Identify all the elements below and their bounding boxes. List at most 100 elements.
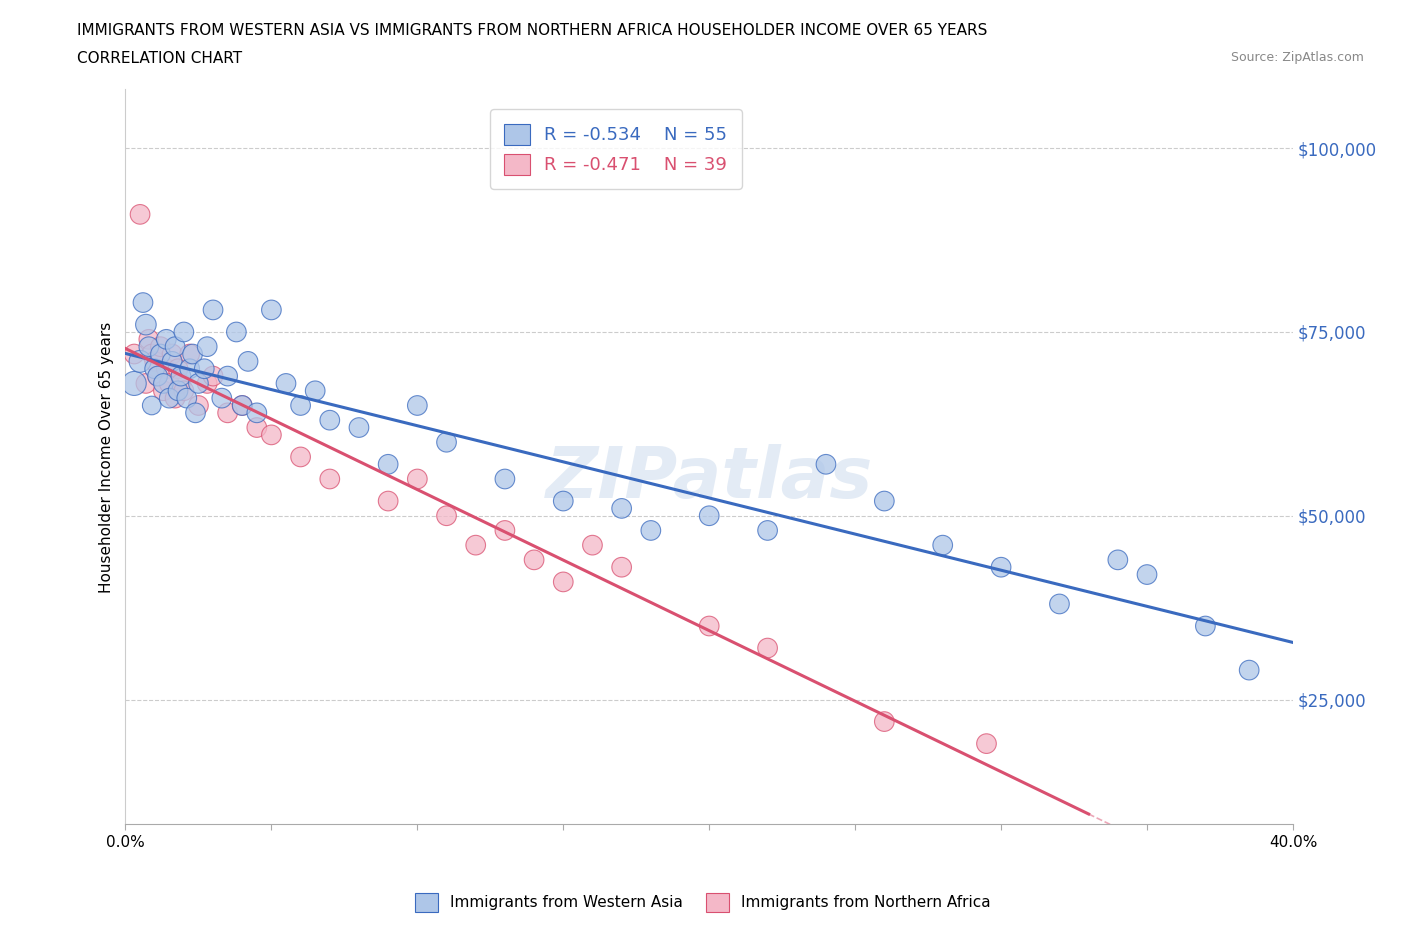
Point	[931, 538, 953, 552]
Point	[756, 523, 779, 538]
Point	[141, 398, 163, 413]
Point	[814, 457, 837, 472]
Point	[173, 325, 195, 339]
Point	[377, 494, 399, 509]
Point	[1237, 663, 1260, 678]
Point	[165, 391, 187, 405]
Point	[246, 405, 269, 420]
Point	[202, 302, 225, 317]
Point	[1194, 618, 1216, 633]
Point	[377, 457, 399, 472]
Point	[193, 361, 215, 376]
Point	[146, 368, 169, 383]
Point	[581, 538, 603, 552]
Point	[436, 435, 458, 450]
Point	[290, 398, 312, 413]
Point	[129, 206, 152, 221]
Point	[152, 376, 174, 391]
Point	[610, 501, 633, 516]
Text: IMMIGRANTS FROM WESTERN ASIA VS IMMIGRANTS FROM NORTHERN AFRICA HOUSEHOLDER INCO: IMMIGRANTS FROM WESTERN ASIA VS IMMIGRAN…	[77, 23, 987, 38]
Point	[149, 339, 172, 354]
Point	[1049, 596, 1071, 611]
Point	[181, 347, 204, 362]
Point	[553, 575, 575, 590]
Point	[152, 383, 174, 398]
Point	[464, 538, 486, 552]
Point	[260, 302, 283, 317]
Point	[179, 361, 201, 376]
Point	[155, 361, 177, 376]
Point	[122, 376, 145, 391]
Point	[195, 376, 218, 391]
Point	[173, 383, 195, 398]
Point	[141, 347, 163, 362]
Legend: Immigrants from Western Asia, Immigrants from Northern Africa: Immigrants from Western Asia, Immigrants…	[409, 887, 997, 918]
Point	[157, 376, 180, 391]
Point	[165, 339, 187, 354]
Point	[553, 494, 575, 509]
Point	[187, 398, 209, 413]
Point	[1136, 567, 1159, 582]
Point	[187, 376, 209, 391]
Point	[184, 405, 207, 420]
Point	[347, 420, 370, 435]
Point	[873, 494, 896, 509]
Point	[756, 641, 779, 656]
Point	[176, 391, 198, 405]
Point	[494, 472, 516, 486]
Point	[274, 376, 297, 391]
Point	[217, 405, 239, 420]
Point	[225, 325, 247, 339]
Point	[167, 383, 190, 398]
Point	[406, 472, 429, 486]
Point	[697, 618, 720, 633]
Point	[217, 368, 239, 383]
Point	[231, 398, 253, 413]
Point	[990, 560, 1012, 575]
Point	[304, 383, 326, 398]
Text: CORRELATION CHART: CORRELATION CHART	[77, 51, 242, 66]
Point	[167, 361, 190, 376]
Point	[231, 398, 253, 413]
Point	[319, 413, 342, 428]
Point	[202, 368, 225, 383]
Point	[976, 737, 998, 751]
Text: Source: ZipAtlas.com: Source: ZipAtlas.com	[1230, 51, 1364, 64]
Point	[129, 354, 152, 369]
Point	[436, 509, 458, 524]
Point	[236, 354, 259, 369]
Point	[143, 361, 166, 376]
Point	[523, 552, 546, 567]
Point	[873, 714, 896, 729]
Point	[138, 332, 160, 347]
Point	[135, 317, 157, 332]
Point	[157, 391, 180, 405]
Point	[170, 368, 193, 383]
Point	[494, 523, 516, 538]
Point	[122, 347, 145, 362]
Text: ZIPatlas: ZIPatlas	[546, 445, 873, 513]
Point	[170, 376, 193, 391]
Point	[640, 523, 662, 538]
Point	[179, 347, 201, 362]
Point	[160, 347, 183, 362]
Point	[697, 509, 720, 524]
Point	[138, 339, 160, 354]
Point	[1107, 552, 1129, 567]
Point	[135, 376, 157, 391]
Point	[195, 339, 218, 354]
Point	[290, 449, 312, 464]
Point	[155, 332, 177, 347]
Point	[260, 428, 283, 443]
Legend: R = -0.534    N = 55, R = -0.471    N = 39: R = -0.534 N = 55, R = -0.471 N = 39	[491, 110, 741, 189]
Point	[246, 420, 269, 435]
Point	[143, 354, 166, 369]
Point	[149, 347, 172, 362]
Point	[160, 354, 183, 369]
Point	[146, 368, 169, 383]
Point	[610, 560, 633, 575]
Point	[211, 391, 233, 405]
Point	[406, 398, 429, 413]
Point	[319, 472, 342, 486]
Point	[132, 295, 155, 310]
